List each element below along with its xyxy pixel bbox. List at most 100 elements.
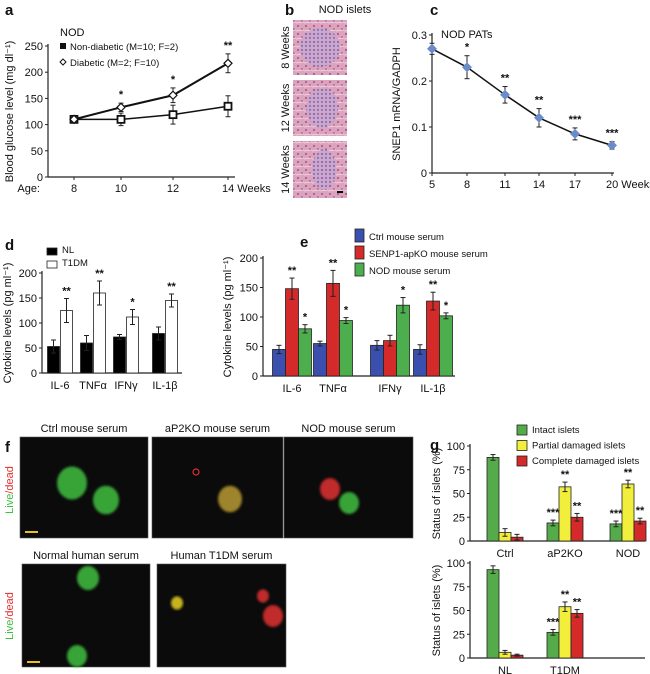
bar <box>339 320 353 377</box>
significance-marker: * <box>465 42 470 54</box>
y-tick-label: 250 <box>25 41 43 53</box>
islet-cell <box>320 478 340 500</box>
y-tick-label: 100 <box>19 318 37 330</box>
data-point <box>500 89 510 100</box>
significance-marker: ** <box>573 597 582 609</box>
panel-label-f: f <box>5 439 11 456</box>
y-tick-label: 0 <box>37 172 43 184</box>
y-axis-label: Blood glucose level (mg dl⁻¹) <box>4 41 16 183</box>
significance-marker: ** <box>573 500 582 512</box>
y-tick-label: 100 <box>447 558 465 570</box>
bar <box>558 486 572 542</box>
x-tick-label: 8 <box>71 183 77 195</box>
row-label: 14 Weeks <box>280 145 292 194</box>
live-dead-label-part: Live <box>4 494 16 514</box>
legend-swatch <box>46 260 58 269</box>
legend-label: SENP1-apKO mouse serum <box>369 249 488 260</box>
row-label: 12 Weeks <box>280 83 292 132</box>
islet-region <box>312 149 336 190</box>
legend-label: Diabetic (M=2; F=10) <box>70 58 159 69</box>
y-tick-label: 200 <box>19 268 37 280</box>
y-axis-label: Cytokine levels (pg ml⁻¹) <box>2 263 14 384</box>
x-tick-label: IL-6 <box>283 383 302 395</box>
bar <box>165 300 178 374</box>
data-point <box>116 102 126 113</box>
series-line <box>431 48 613 147</box>
x-tick-label: IL-6 <box>51 380 70 392</box>
x-tick-label: T1DM <box>550 665 580 674</box>
bar <box>546 631 560 659</box>
islet-region <box>300 28 340 67</box>
live-dead-label-part: / <box>4 490 16 494</box>
bar <box>326 282 340 377</box>
y-tick-label: 0 <box>252 371 258 383</box>
legend-label: NL <box>62 245 74 256</box>
significance-marker: ** <box>167 281 176 293</box>
significance-marker: * <box>171 74 176 86</box>
legend-label: NOD mouse serum <box>369 266 450 277</box>
bar <box>426 300 440 377</box>
x-tick-label: 10 <box>115 183 127 195</box>
islet-cell <box>67 645 87 667</box>
data-point <box>607 140 617 151</box>
data-point <box>223 58 233 69</box>
scale-bar <box>337 191 343 193</box>
y-tick-label: 0 <box>459 653 465 665</box>
significance-marker: *** <box>610 508 624 520</box>
islet-region <box>306 88 338 128</box>
series-line <box>73 62 229 121</box>
significance-marker: ** <box>561 589 570 601</box>
y-tick-label: 200 <box>240 253 258 265</box>
row-label: 8 Weeks <box>280 26 292 69</box>
y-tick-label: 200 <box>25 67 43 79</box>
islet-cell <box>57 466 87 500</box>
y-tick-label: 75 <box>453 582 465 594</box>
legend-label: Ctrl mouse serum <box>369 232 444 243</box>
panel-label-c: c <box>430 2 438 19</box>
x-tick-label: 8 <box>464 179 470 191</box>
bar <box>298 328 312 377</box>
significance-marker: * <box>344 305 349 317</box>
x-tick-label: TNFα <box>319 383 347 395</box>
y-tick-label: 50 <box>246 342 258 354</box>
y-tick-label: 75 <box>453 465 465 477</box>
x-tick-label: aP2KO <box>547 548 583 560</box>
bar <box>486 569 500 659</box>
bar <box>570 612 584 659</box>
x-tick-label: 17 <box>569 179 581 191</box>
y-tick-label: 50 <box>25 343 37 355</box>
live-dead-label-part: / <box>4 616 16 620</box>
live-dead-label: Live/dead <box>4 592 16 640</box>
panel-label-e: e <box>300 234 308 251</box>
legend-swatch <box>354 262 365 277</box>
live-dead-label-part: dead <box>4 592 16 616</box>
islet-cell <box>263 605 283 627</box>
legend-swatch <box>516 424 528 436</box>
x-tick-label: 14 <box>533 179 545 191</box>
image-title: aP2KO mouse serum <box>165 423 270 435</box>
bar <box>285 288 299 377</box>
panel-label-d: d <box>5 237 14 254</box>
live-dead-label-part: Live <box>4 620 16 640</box>
significance-marker: *** <box>547 507 561 519</box>
legend-swatch <box>516 455 528 467</box>
bar <box>396 304 410 377</box>
panel-title: NOD islets <box>319 4 372 16</box>
microscopy-image <box>151 436 284 539</box>
y-tick-label: 100 <box>447 441 465 453</box>
x-tick-label: IL-1β <box>152 380 177 392</box>
legend-diamond-icon <box>59 58 67 66</box>
significance-marker: ** <box>62 286 71 298</box>
legend-label: Non-diabetic (M=10; F=2) <box>70 42 178 53</box>
y-tick-label: 0.3 <box>412 30 427 42</box>
bar <box>621 483 635 542</box>
chart-annotation: NOD PATs <box>441 29 493 41</box>
panel-label-b: b <box>285 2 294 19</box>
bar <box>126 316 139 374</box>
significance-marker: *** <box>569 114 583 126</box>
significance-marker: ** <box>429 279 438 291</box>
significance-marker: ** <box>535 95 544 107</box>
data-point <box>168 90 178 101</box>
